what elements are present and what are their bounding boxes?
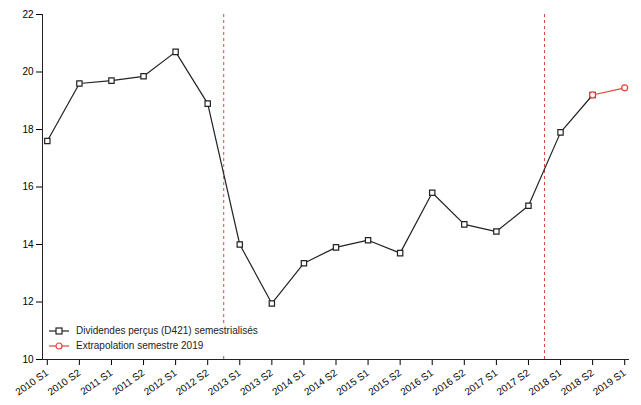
svg-text:2019 S1: 2019 S1 bbox=[591, 367, 628, 398]
svg-text:2017 S1: 2017 S1 bbox=[463, 367, 500, 398]
svg-text:22: 22 bbox=[22, 9, 34, 20]
svg-text:2016 S2: 2016 S2 bbox=[430, 367, 467, 398]
svg-text:2012 S1: 2012 S1 bbox=[142, 367, 179, 398]
svg-text:2014 S1: 2014 S1 bbox=[270, 367, 307, 398]
svg-text:2017 S2: 2017 S2 bbox=[495, 367, 532, 398]
svg-text:2013 S1: 2013 S1 bbox=[206, 367, 243, 398]
svg-text:2010 S2: 2010 S2 bbox=[46, 367, 83, 398]
svg-text:10: 10 bbox=[22, 354, 34, 365]
svg-text:2013 S2: 2013 S2 bbox=[238, 367, 275, 398]
html-text:Dividendes perçus (D421) semes: Dividendes perçus (D421) semestrialisés bbox=[76, 325, 258, 336]
svg-text:2014 S2: 2014 S2 bbox=[302, 367, 339, 398]
svg-text:12: 12 bbox=[22, 296, 34, 307]
svg-text:2011 S2: 2011 S2 bbox=[110, 367, 147, 397]
svg-text:18: 18 bbox=[22, 124, 34, 135]
svg-text:20: 20 bbox=[22, 66, 34, 77]
svg-text:2010 S1: 2010 S1 bbox=[13, 367, 50, 398]
svg-text:2011 S1: 2011 S1 bbox=[78, 367, 115, 397]
svg-text:2015 S2: 2015 S2 bbox=[366, 367, 403, 398]
svg-text:2016 S1: 2016 S1 bbox=[398, 367, 435, 398]
svg-text:2012 S2: 2012 S2 bbox=[174, 367, 211, 398]
html-text:Extrapolation semestre 2019: Extrapolation semestre 2019 bbox=[76, 340, 204, 351]
svg-text:2015 S1: 2015 S1 bbox=[334, 367, 371, 398]
svg-text:14: 14 bbox=[22, 239, 34, 250]
svg-text:2018 S1: 2018 S1 bbox=[527, 367, 564, 398]
svg-text:16: 16 bbox=[22, 181, 34, 192]
svg-text:2018 S2: 2018 S2 bbox=[559, 367, 596, 398]
